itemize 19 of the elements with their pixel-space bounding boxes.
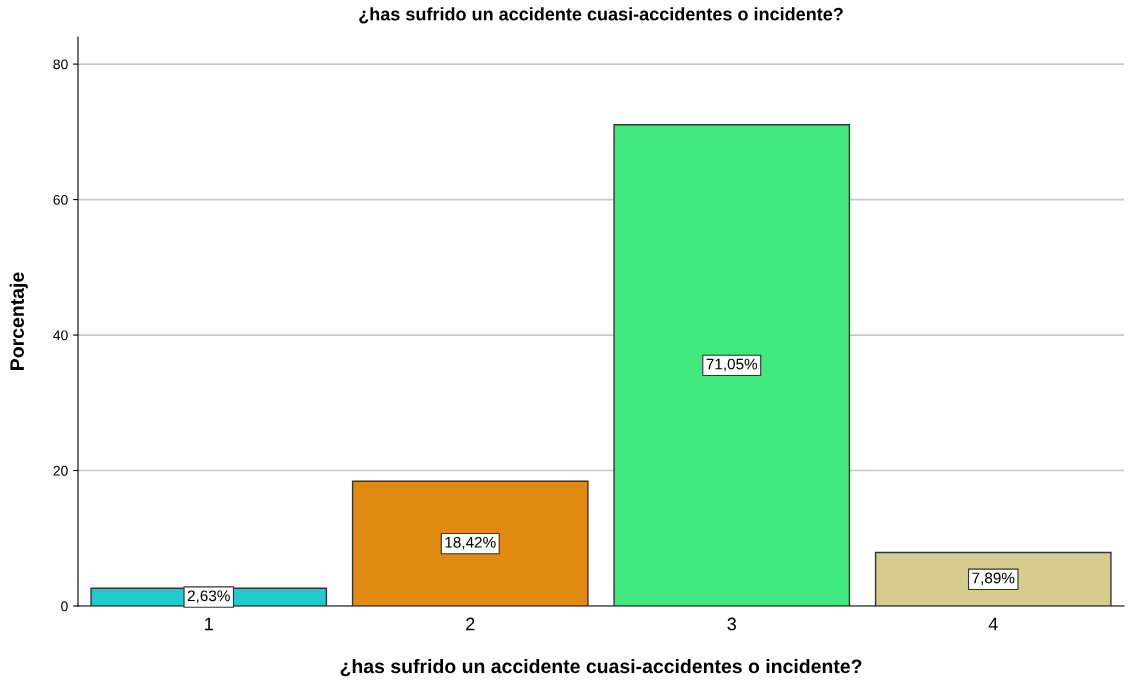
bar	[351, 480, 589, 606]
x-tick-label: 3	[727, 617, 736, 631]
chart-title: ¿has sufrido un accidente cuasi-accidentes o incidente?	[359, 7, 843, 24]
y-tick-label: 80	[53, 59, 68, 70]
data-label: 71,05%	[706, 358, 758, 372]
x-tick-label: 2	[466, 617, 475, 631]
y-tick-label: 40	[53, 330, 68, 341]
x-axis-title: ¿has sufrido un accidente cuasi-accidentes o incidente?	[340, 658, 862, 677]
x-tick-label: 1	[205, 617, 213, 631]
data-label: 18,42%	[445, 536, 496, 550]
bar	[613, 124, 851, 606]
bar	[874, 551, 1112, 606]
y-tick-label: 0	[61, 601, 68, 612]
y-axis-title: Porcentaje	[9, 272, 28, 370]
y-tick-label: 60	[53, 194, 68, 205]
data-label: 2,63%	[187, 590, 230, 603]
y-tick-label: 20	[53, 465, 68, 476]
x-tick-label: 4	[988, 617, 998, 631]
data-label: 7,89%	[972, 572, 1015, 586]
